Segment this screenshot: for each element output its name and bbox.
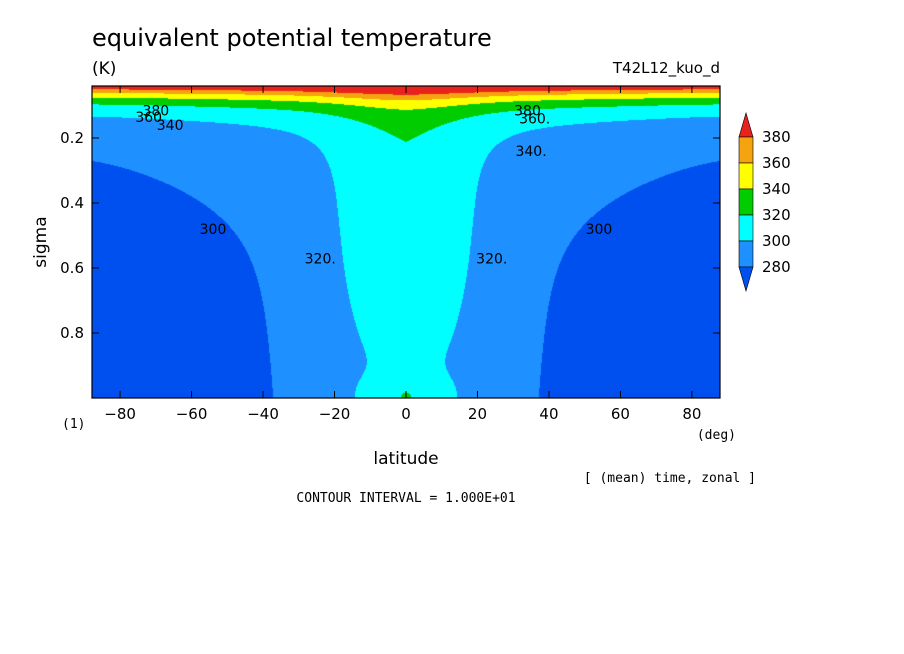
x-tick-label: 40 bbox=[539, 405, 558, 423]
contour-label: 380 bbox=[142, 103, 169, 119]
legend-swatch bbox=[738, 162, 754, 190]
y-axis: 0.2 0.4 0.6 0.8 bbox=[60, 129, 720, 342]
legend-swatch bbox=[738, 111, 754, 138]
legend-level-label: 360 bbox=[762, 154, 791, 172]
contour-label: 340. bbox=[515, 144, 546, 160]
legend-level-label: 320 bbox=[762, 206, 791, 224]
legend-level-label: 300 bbox=[762, 232, 791, 250]
chart-title: equivalent potential temperature bbox=[92, 24, 492, 52]
y-tick-label: 0.6 bbox=[60, 259, 84, 277]
x-tick-label: 20 bbox=[468, 405, 487, 423]
contour-interval-note: CONTOUR INTERVAL = 1.000E+01 bbox=[296, 491, 515, 506]
x-axis-label: latitude bbox=[373, 449, 438, 469]
x-tick-label: 80 bbox=[682, 405, 701, 423]
run-id-label: T42L12_kuo_d bbox=[612, 59, 720, 78]
contour-label: 340 bbox=[157, 118, 184, 134]
legend-level-label: 380 bbox=[762, 128, 791, 146]
plot-area bbox=[92, 86, 720, 398]
x-tick-label: −80 bbox=[104, 405, 136, 423]
x-axis: −80 −60 −40 −20 0 20 40 60 80 bbox=[104, 86, 701, 423]
color-legend: 380 360 340 320 300 280 bbox=[738, 111, 791, 293]
contour-label: 360. bbox=[519, 112, 550, 128]
x-tick-label: −20 bbox=[319, 405, 351, 423]
legend-swatch bbox=[738, 136, 754, 164]
legend-swatch bbox=[738, 266, 754, 293]
contour-label: 320. bbox=[305, 251, 336, 267]
legend-level-label: 340 bbox=[762, 180, 791, 198]
y-tick-label: 0.4 bbox=[60, 194, 84, 212]
y-tick-label: 0.8 bbox=[60, 324, 84, 342]
contour-label: 360 bbox=[135, 110, 162, 126]
x-tick-label: −40 bbox=[247, 405, 279, 423]
y-axis-unit: (1) bbox=[62, 417, 85, 432]
x-tick-label: −60 bbox=[176, 405, 208, 423]
contour-label: 380 bbox=[514, 103, 541, 119]
contour-label: 320. bbox=[476, 251, 507, 267]
contour-label: 300 bbox=[586, 222, 613, 238]
y-tick-label: 0.2 bbox=[60, 129, 84, 147]
x-tick-label: 0 bbox=[401, 405, 411, 423]
x-axis-unit: (deg) bbox=[697, 428, 736, 443]
legend-swatch bbox=[738, 188, 754, 216]
legend-level-label: 280 bbox=[762, 258, 791, 276]
averaging-note: [ (mean) time, zonal ] bbox=[584, 471, 756, 486]
legend-swatch bbox=[738, 240, 754, 268]
units-label: (K) bbox=[92, 59, 116, 79]
filled-contours bbox=[92, 86, 720, 398]
legend-swatch bbox=[738, 214, 754, 242]
x-tick-label: 60 bbox=[611, 405, 630, 423]
contour-label: 300 bbox=[200, 222, 227, 238]
y-axis-label: sigma bbox=[31, 216, 51, 267]
